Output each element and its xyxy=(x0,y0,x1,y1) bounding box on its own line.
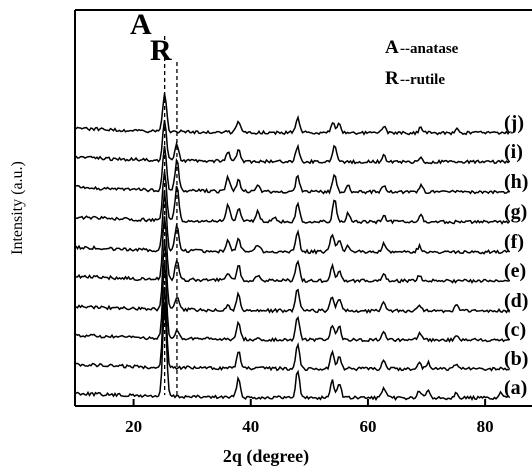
rutile-peak-letter: R xyxy=(150,34,172,67)
x-axis-title: 2q (degree) xyxy=(223,446,309,467)
reference-lines xyxy=(163,36,178,395)
legend-text-rutile: --rutile xyxy=(400,72,445,88)
series-line-e xyxy=(75,216,510,284)
series-label-d: (d) xyxy=(504,290,528,312)
series-line-b xyxy=(76,286,510,372)
series-line-a xyxy=(75,303,510,402)
series-line-g xyxy=(75,171,511,225)
xrd-traces: (a) (b) (c) (d) (e) (f) (g) (h) (i) (j) xyxy=(75,93,528,402)
series-line-h xyxy=(75,145,510,195)
x-ticks: 20 40 60 80 xyxy=(125,399,494,436)
series-label-f: (f) xyxy=(504,231,524,253)
x-tick-label: 40 xyxy=(242,417,259,436)
x-tick-label: 20 xyxy=(125,417,142,436)
series-line-d xyxy=(75,239,511,314)
x-tick-label: 60 xyxy=(359,417,376,436)
series-label-i: (i) xyxy=(504,141,523,163)
legend-key-rutile: R xyxy=(385,68,399,89)
x-tick-label: 80 xyxy=(477,417,494,436)
series-label-a: (a) xyxy=(504,377,527,399)
series-line-j xyxy=(75,93,511,136)
series-line-f xyxy=(75,190,510,255)
series-label-h: (h) xyxy=(504,171,528,193)
anatase-peak-letter: A xyxy=(130,8,152,41)
series-label-e: (e) xyxy=(504,260,526,282)
series-label-g: (g) xyxy=(504,201,527,223)
legend-key-anatase: A xyxy=(385,37,399,58)
legend: A --anatase R --rutile xyxy=(385,37,459,89)
series-label-c: (c) xyxy=(504,319,526,341)
y-axis-title: Intensity (a.u.) xyxy=(9,161,26,255)
series-label-b: (b) xyxy=(504,348,528,370)
series-line-c xyxy=(75,262,510,343)
series-label-j: (j) xyxy=(504,112,524,134)
legend-text-anatase: --anatase xyxy=(400,41,459,57)
series-line-i xyxy=(75,119,510,165)
